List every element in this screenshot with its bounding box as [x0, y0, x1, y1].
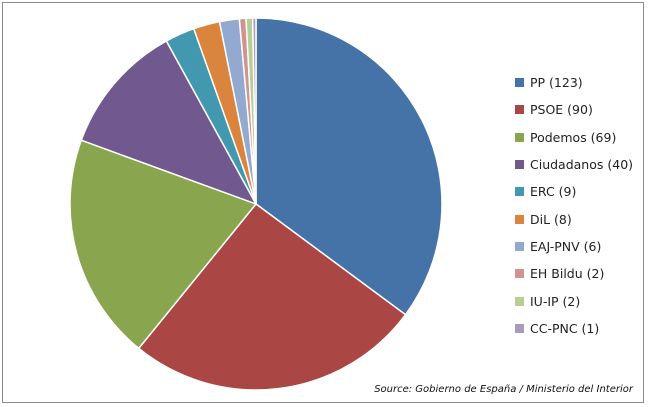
legend-label: DiL (8)	[530, 211, 572, 227]
legend-label: CC-PNC (1)	[530, 320, 600, 336]
legend-swatch	[515, 78, 524, 88]
legend-item-iu-ip: IU-IP (2)	[515, 287, 633, 314]
legend-label: PP (123)	[530, 75, 583, 91]
legend-swatch	[515, 296, 524, 306]
legend-item-psoe: PSOE (90)	[515, 96, 633, 123]
legend-item-ciudadanos: Ciudadanos (40)	[515, 151, 633, 178]
legend-swatch	[515, 241, 524, 251]
pie-slice-pp	[255, 17, 443, 316]
legend-item-erc: ERC (9)	[515, 178, 633, 205]
legend-label: EH Bildu (2)	[530, 266, 605, 282]
pie-slice-psoe	[137, 202, 407, 391]
legend-label: Ciudadanos (40)	[530, 157, 634, 173]
legend-swatch	[515, 160, 524, 170]
legend-item-dil: DiL (8)	[515, 205, 633, 232]
legend-label: IU-IP (2)	[530, 293, 581, 309]
legend-swatch	[515, 105, 524, 115]
chart-frame: PP (123) PSOE (90) Podemos (69) Ciudadanos …	[2, 2, 644, 403]
legend-label: PSOE (90)	[530, 102, 593, 118]
pie-slice-podemos	[69, 139, 258, 350]
source-note: Source: Gobierno de España / Ministerio …	[374, 384, 633, 395]
legend-item-eh-bildu: EH Bildu (2)	[515, 260, 633, 287]
legend-item-pp: PP (123)	[515, 69, 633, 96]
pie-slice-ciudadanos	[80, 39, 258, 206]
legend-item-cc-pnc: CC-PNC (1)	[515, 315, 633, 342]
legend-swatch	[515, 269, 524, 279]
legend-item-podemos: Podemos (69)	[515, 124, 633, 151]
legend-swatch	[515, 214, 524, 224]
legend: PP (123) PSOE (90) Podemos (69) Ciudadanos …	[515, 69, 633, 342]
pie-chart	[69, 17, 443, 391]
pie-slice-cc-pnc	[251, 17, 257, 205]
legend-swatch	[515, 187, 524, 197]
legend-swatch	[515, 323, 524, 333]
legend-label: EAJ-PNV (6)	[530, 238, 602, 254]
legend-label: ERC (9)	[530, 184, 577, 200]
legend-swatch	[515, 132, 524, 142]
legend-label: Podemos (69)	[530, 129, 617, 145]
legend-item-eaj-pnv: EAJ-PNV (6)	[515, 233, 633, 260]
